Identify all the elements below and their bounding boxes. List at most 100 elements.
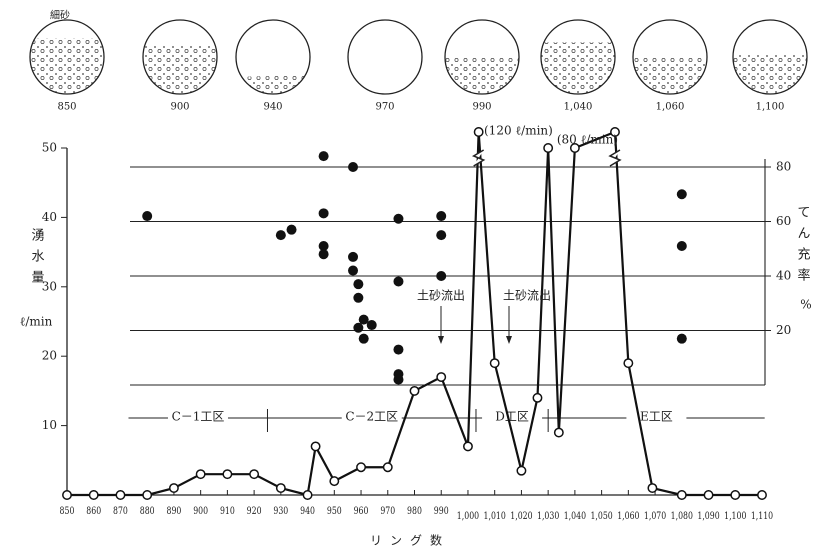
- point: [676, 490, 687, 500]
- x-tick-label: 1,050: [590, 511, 613, 522]
- dot: [275, 230, 286, 241]
- point: [532, 392, 543, 403]
- dot: [318, 151, 329, 162]
- y-axis-unit: ℓ/min: [20, 315, 53, 329]
- dot: [358, 333, 369, 344]
- y-axis-label: 湧水量: [29, 227, 45, 291]
- point: [473, 127, 484, 137]
- x-tick-label: 910: [220, 506, 235, 517]
- x-tick-label: 980: [407, 506, 422, 517]
- section-circle: [540, 19, 616, 95]
- dot: [676, 189, 687, 200]
- axis-break: [608, 149, 622, 167]
- axis-break: [471, 149, 486, 167]
- point: [62, 490, 72, 500]
- point: [142, 490, 153, 500]
- dot: [393, 213, 404, 224]
- point: [409, 385, 420, 396]
- zone-label: C－1工区: [172, 410, 225, 424]
- section-circle: [29, 19, 105, 95]
- point: [195, 469, 206, 480]
- point: [703, 490, 714, 500]
- dot: [436, 271, 447, 281]
- x-tick-label: 880: [140, 506, 155, 517]
- point: [115, 490, 126, 500]
- point: [302, 490, 313, 500]
- section-circle: [347, 19, 423, 95]
- x-tick-label: 850: [60, 506, 75, 517]
- point: [516, 465, 527, 476]
- point: [610, 127, 620, 137]
- zone-label-bg: [341, 409, 402, 427]
- x-tick-label: 920: [247, 506, 262, 517]
- section-circle: [632, 19, 708, 95]
- annotation-arrowhead: [438, 336, 444, 344]
- x-tick-label: 1,010: [484, 511, 507, 522]
- zone-label-bg: [626, 409, 687, 427]
- point: [436, 372, 447, 382]
- section-circle: [235, 19, 311, 95]
- zone-label: E工区: [640, 410, 673, 424]
- dot: [436, 211, 447, 222]
- zone-label-bg: [482, 409, 543, 427]
- x-tick-label: 900: [193, 506, 208, 517]
- section-label: 970: [375, 102, 394, 113]
- point: [489, 358, 500, 369]
- x-tick-label: 940: [300, 506, 315, 517]
- y-tick-label: 10: [42, 418, 57, 432]
- y2-tick-label: 60: [776, 214, 791, 228]
- y-tick-label: 30: [42, 279, 57, 293]
- dot: [393, 374, 404, 385]
- y-tick-label: 50: [42, 141, 57, 155]
- section-label: 1,040: [564, 102, 593, 113]
- point: [543, 143, 554, 153]
- dot: [436, 230, 447, 241]
- section-label: 940: [263, 102, 282, 113]
- x-tick-label: 890: [166, 506, 181, 517]
- point: [310, 441, 321, 452]
- zone-label: D工区: [495, 410, 529, 424]
- annotation-arrowhead: [506, 336, 512, 344]
- section-label: 990: [472, 102, 491, 113]
- dot: [676, 333, 687, 344]
- dot: [676, 241, 687, 252]
- point: [730, 490, 741, 500]
- x-tick-label: 1,020: [510, 511, 533, 522]
- zone-label: C－2工区: [345, 410, 398, 424]
- zone-label-bg: [167, 409, 228, 427]
- point: [569, 143, 580, 153]
- dot: [318, 208, 329, 219]
- x-tick-label: 930: [273, 506, 288, 517]
- dot: [353, 279, 364, 290]
- point: [463, 441, 473, 452]
- point: [275, 483, 286, 494]
- point: [249, 469, 260, 480]
- x-tick-label: 1,070: [644, 511, 667, 522]
- point: [553, 427, 564, 438]
- soil: [236, 75, 310, 94]
- x-tick-label: 870: [113, 506, 128, 517]
- dot: [353, 322, 364, 333]
- y-tick-label: 40: [42, 210, 57, 224]
- dot: [393, 344, 404, 355]
- x-tick-label: 1,060: [617, 511, 640, 522]
- point: [329, 476, 340, 487]
- dot: [366, 320, 377, 331]
- dot: [348, 251, 359, 262]
- x-tick-label: 1,080: [671, 511, 694, 522]
- x-tick-label: 1,030: [537, 511, 560, 522]
- y2-axis-label: てん充率: [795, 205, 811, 289]
- y2-axis-unit: %: [800, 298, 811, 312]
- section-circle: [732, 19, 808, 95]
- y2-tick-label: 80: [776, 160, 791, 174]
- annotation: (80 ℓ/min): [557, 133, 618, 147]
- point: [647, 483, 658, 494]
- section-circle: [444, 19, 520, 95]
- x-tick-label: 1,090: [697, 511, 720, 522]
- dot: [353, 292, 364, 303]
- x-tick-label: 990: [434, 506, 449, 517]
- annotation: 土砂流出: [503, 289, 551, 303]
- x-tick-label: 950: [327, 506, 342, 517]
